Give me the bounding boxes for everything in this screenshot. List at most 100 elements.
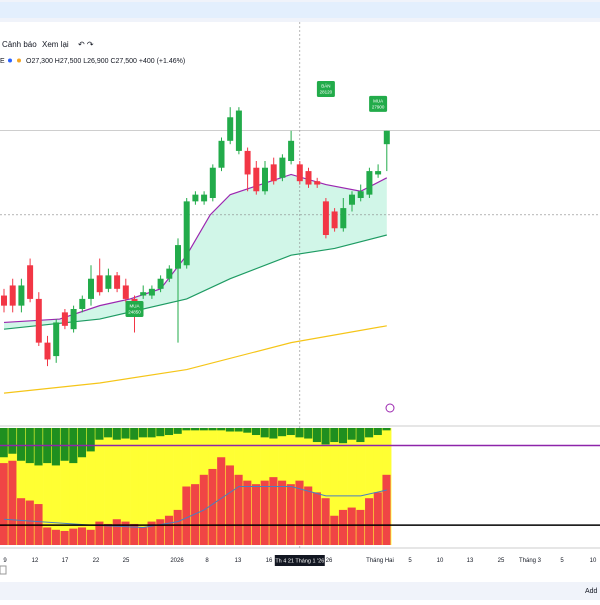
osc-green [77, 428, 87, 458]
x-tick-label: 26 [326, 558, 333, 564]
osc-red [95, 521, 104, 545]
osc-red [304, 486, 313, 545]
osc-green [347, 428, 356, 440]
moving-average [3, 173, 388, 324]
osc-red [43, 527, 52, 545]
osc-green [338, 428, 348, 444]
moving-average [3, 234, 387, 330]
candle-body [270, 164, 277, 182]
candle-body [9, 285, 16, 306]
osc-green [138, 428, 147, 438]
osc-yellow [365, 428, 375, 545]
candle-body [27, 265, 34, 299]
osc-red [338, 509, 348, 545]
osc-green [147, 428, 156, 438]
osc-red [60, 530, 69, 545]
osc-green [95, 428, 104, 440]
signal-label: MUA [130, 304, 140, 309]
osc-yellow [156, 428, 166, 545]
candle-body [157, 278, 164, 289]
cloud [4, 174, 387, 330]
x-tick-label: 22 [93, 558, 100, 564]
osc-red [312, 492, 321, 545]
osc-red [173, 509, 182, 545]
candle-body [105, 275, 112, 289]
osc-line [3, 486, 387, 528]
candle-body [235, 110, 242, 151]
osc-green [373, 428, 382, 436]
x-tick-label: 25 [498, 558, 505, 564]
candle-body [375, 171, 382, 175]
osc-green [130, 428, 139, 440]
osc-green [286, 428, 295, 436]
candle-body [96, 275, 103, 293]
signal-label: MUA [373, 98, 383, 103]
settings-icon[interactable] [0, 565, 7, 575]
signal-box [125, 301, 144, 317]
x-tick-label: 16 [266, 558, 273, 564]
osc-yellow [356, 428, 366, 545]
osc-red [269, 477, 278, 545]
candle-body [218, 140, 225, 168]
osc-red [112, 519, 121, 545]
osc-green [156, 428, 165, 437]
osc-green [243, 428, 252, 433]
osc-green [104, 428, 113, 438]
osc-yellow [104, 428, 114, 545]
candle-body [209, 167, 216, 198]
osc-yellow [34, 428, 44, 545]
candle-body [244, 150, 251, 175]
candle-body [227, 117, 234, 141]
candle-body [140, 292, 147, 296]
moving-average [3, 325, 387, 394]
undo[interactable]: ↶ ↷ [78, 40, 94, 49]
osc-green [304, 428, 313, 439]
osc-red [191, 484, 200, 545]
candle-body [148, 288, 155, 296]
osc-red [147, 521, 156, 545]
osc-red [225, 465, 234, 545]
osc-red [321, 498, 330, 545]
osc-green [217, 428, 226, 431]
x-tick-label: 13 [235, 558, 242, 564]
replay-button[interactable]: Xem lại [42, 40, 69, 49]
osc-red [382, 474, 391, 545]
candle-body [79, 298, 86, 309]
candle-body [314, 181, 321, 185]
osc-red [365, 498, 374, 545]
alerts-button[interactable]: Cảnh báo [2, 40, 37, 49]
osc-red [356, 509, 365, 545]
osc-red [330, 515, 339, 545]
osc-red [156, 519, 165, 545]
osc-red [51, 529, 60, 545]
candle-body [383, 130, 390, 145]
osc-green [295, 428, 304, 438]
osc-green [182, 428, 191, 431]
osc-green [60, 428, 69, 461]
ohlc-legend: O27,300 H27,500 L26,900 C27,500 +400 (+1… [26, 58, 185, 65]
osc-yellow [330, 428, 340, 545]
osc-green [225, 428, 234, 432]
osc-red [243, 480, 252, 545]
osc-green [330, 428, 339, 443]
osc-green [121, 428, 130, 439]
event-icon[interactable] [385, 403, 395, 413]
candle-body [18, 285, 25, 306]
osc-red [234, 474, 243, 545]
osc-yellow [25, 428, 35, 545]
osc-green [34, 428, 43, 466]
x-tick-label: 2026 [170, 558, 184, 564]
osc-red [182, 486, 191, 545]
osc-red [0, 463, 8, 545]
osc-yellow [69, 428, 79, 545]
osc-green [112, 428, 121, 440]
osc-green [356, 428, 365, 443]
osc-red [130, 523, 139, 545]
candle-body [88, 278, 94, 299]
osc-yellow [138, 428, 148, 545]
osc-green [86, 428, 95, 452]
osc-red [121, 521, 130, 545]
candle-body [183, 201, 190, 266]
osc-red [208, 468, 217, 545]
